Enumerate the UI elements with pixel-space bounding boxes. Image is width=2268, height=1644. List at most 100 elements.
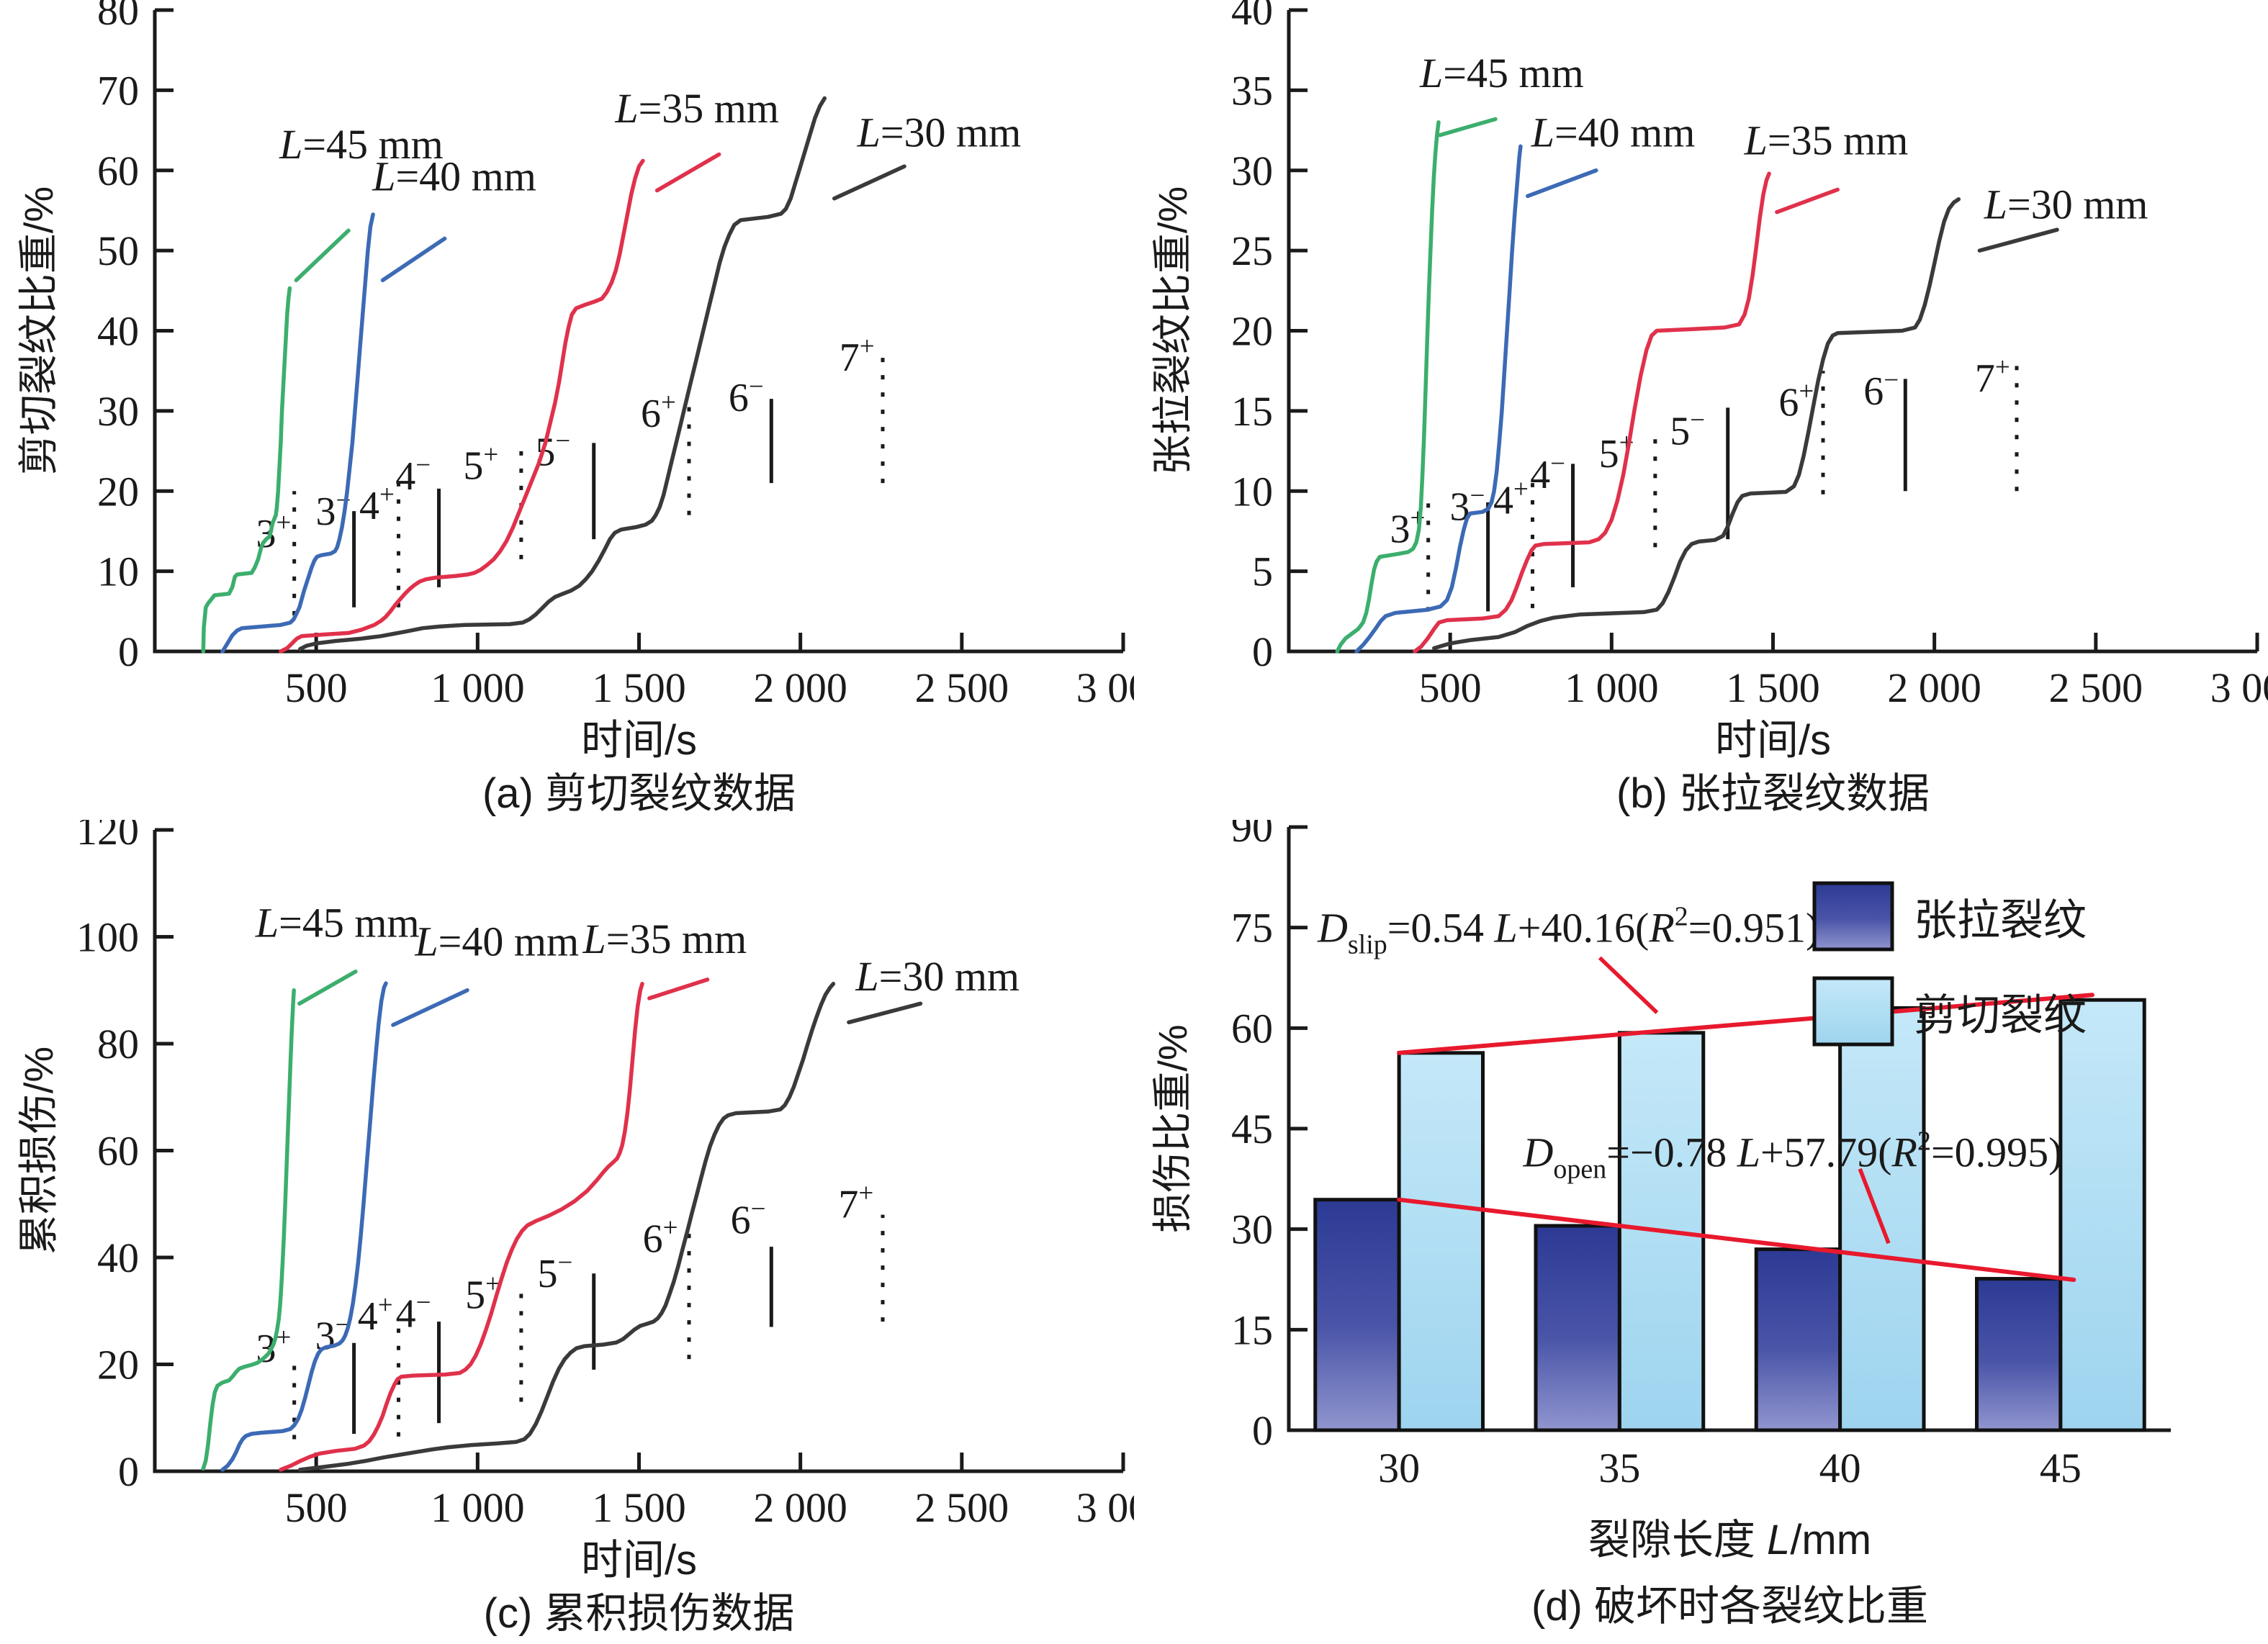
y-tick-label: 100 [76, 914, 139, 961]
y-tick-label: 0 [118, 628, 139, 675]
x-tick-label: 3 000 [1076, 664, 1134, 711]
y-tick-label: 25 [1231, 227, 1273, 274]
y-tick-label: 80 [97, 1021, 139, 1067]
series-45 [201, 286, 292, 654]
x-axis-title: 时间/s [1715, 717, 1831, 764]
axes [1287, 10, 2257, 654]
legend-swatch-tension [1812, 881, 1894, 952]
curve-label: L=35 mm [1744, 117, 1909, 163]
x-tick-label: 2 000 [1887, 664, 1981, 711]
y-tick-label: 10 [1231, 468, 1273, 515]
y-tick-label: 50 [97, 227, 139, 274]
bar-shear-L40 [1838, 1006, 1926, 1432]
annotation-label-3plus: 3+ [256, 508, 292, 556]
x-category-label: 35 [1598, 1445, 1640, 1491]
caption: (a) 剪切裂纹数据 [482, 770, 796, 817]
x-tick-label: 1 000 [431, 1484, 525, 1531]
annotation-label-4plus: 4+ [359, 480, 395, 528]
curve-label: L=35 mm [582, 916, 747, 962]
y-tick-label: 30 [1231, 148, 1273, 194]
annotation-label-5plus: 5+ [465, 1270, 500, 1318]
panel-tension-crack-chart: 0 5 10 15 20 25 30 35 40 500 1 000 1 500 2 000 2 500 3… [1145, 0, 2268, 823]
y-tick-label: 80 [97, 0, 139, 34]
annotation-label-4minus: 4− [396, 1288, 431, 1337]
bar-tension-L40 [1754, 1247, 1842, 1432]
series-35 [279, 158, 645, 654]
slip-equation-leader [1598, 956, 1659, 1014]
open-equation-leader [1858, 1167, 1891, 1245]
annotation-label-5minus: 5− [537, 1248, 572, 1296]
x-tick-label: 3 000 [2210, 664, 2268, 711]
curve-label: L=40 mm [1531, 109, 1696, 155]
annotation-label-4minus: 4− [395, 451, 431, 499]
y-tick-label: 60 [97, 1128, 139, 1175]
y-tick-label: 35 [1231, 67, 1273, 114]
caption: (b) 张拉裂纹数据 [1616, 770, 1930, 817]
x-category-label: 40 [1819, 1445, 1861, 1491]
x-axis-title: 时间/s [581, 717, 697, 764]
x-tick-label: 500 [285, 664, 348, 711]
x-axis-title: 时间/s [581, 1537, 697, 1584]
y-tick-label: 20 [1231, 308, 1273, 355]
tension-crack-line-chart: 0 5 10 15 20 25 30 35 40 500 1 000 1 500 2 000 2 500 3… [1150, 0, 2268, 817]
bar-tension-L45 [1975, 1277, 2063, 1432]
y-tick-label: 30 [1231, 1206, 1273, 1253]
x-tick-label: 1 500 [592, 664, 686, 711]
x-tick-label: 2 500 [915, 1484, 1009, 1531]
y-tick-label: 60 [97, 148, 139, 194]
legend-label: 剪切裂纹 [1914, 991, 2087, 1039]
y-tick-label: 0 [1252, 628, 1273, 675]
curve-label: L=30 mm [1984, 181, 2148, 228]
y-tick-label: 45 [1231, 1106, 1273, 1152]
annotation-label-6minus: 6− [729, 372, 764, 420]
series-30 [298, 982, 836, 1472]
curve-label: L=30 mm [857, 109, 1022, 155]
y-tick-label: 20 [97, 1342, 139, 1388]
series-35 [1413, 171, 1771, 654]
open-equation: Dopen=−0.78 L+57.79(R2=0.995) [1523, 1126, 2063, 1185]
x-tick-label: 1 500 [1726, 664, 1820, 711]
bar-tension-L30 [1313, 1198, 1401, 1432]
y-tick-label: 20 [97, 468, 139, 515]
curve-label: L=35 mm [614, 85, 779, 132]
crack-proportion-bar-chart: 0 15 30 45 60 75 90 30 35 40 45 Dslip=0.54 L+40.16(… [1150, 804, 2171, 1630]
series-40 [220, 981, 388, 1472]
series-40 [220, 212, 375, 654]
x-category-label: 45 [2040, 1445, 2082, 1491]
annotation-label-6minus: 6− [1863, 366, 1899, 414]
annotation-label-5plus: 5+ [463, 441, 498, 489]
y-tick-label: 40 [1231, 0, 1273, 34]
x-tick-label: 1 000 [1565, 664, 1659, 711]
curve-label-leader [1526, 168, 1598, 199]
x-tick-label: 3 000 [1076, 1484, 1134, 1531]
y-tick-label: 120 [76, 820, 139, 854]
panel-cumulative-damage-chart: 0 20 40 60 80 100 120 500 1 000 1 500 2 000 2 500 3 … [11, 807, 1170, 1644]
annotation-label-4minus: 4− [1530, 449, 1565, 497]
y-tick-label: 40 [97, 1234, 139, 1281]
y-tick-label: 90 [1231, 820, 1273, 851]
annotation-label-4plus: 4+ [358, 1291, 393, 1339]
y-tick-label: 70 [97, 67, 139, 114]
curve-label-leader [391, 988, 469, 1027]
annotation-label-5minus: 5− [1670, 406, 1705, 454]
slip-fit-line [1397, 993, 2094, 1055]
shear-crack-line-chart: 0 10 20 30 40 50 60 70 80 500 1 000 1 500 2 000 2 500… [16, 0, 1170, 817]
curve-label-leader [654, 152, 721, 193]
y-tick-label: 15 [1231, 388, 1273, 435]
bar-shear-L45 [2058, 998, 2146, 1432]
panel-crack-proportion-bars: 0 15 30 45 60 75 90 30 35 40 45 Dslip=0.54 L+40.16(… [1145, 804, 2268, 1644]
y-axis-title: 剪切裂纹比重/% [16, 186, 61, 475]
series-45 [1335, 120, 1441, 654]
curve-label-leader [832, 164, 906, 201]
annotation-label-7plus: 7+ [1975, 353, 2010, 401]
series-45 [201, 988, 296, 1471]
y-axis-title: 累积损伤/% [16, 1047, 61, 1255]
annotation-label-6plus: 6+ [1778, 377, 1814, 425]
series-30 [298, 96, 827, 651]
bar-tension-L35 [1534, 1224, 1621, 1432]
curve-label: L=45 mm [255, 900, 420, 947]
annotation-label-6minus: 6− [731, 1195, 766, 1243]
curve-label-leader [1438, 117, 1498, 137]
curve-label: L=30 mm [855, 953, 1020, 1000]
bar-shear-L30 [1397, 1051, 1485, 1432]
